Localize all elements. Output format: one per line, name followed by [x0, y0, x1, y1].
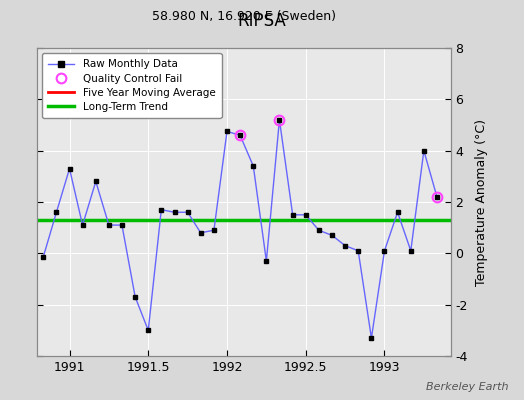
Text: RIPSA: RIPSA [237, 12, 287, 30]
Text: Berkeley Earth: Berkeley Earth [426, 382, 508, 392]
Title: 58.980 N, 16.920 E (Sweden): 58.980 N, 16.920 E (Sweden) [151, 10, 336, 23]
Y-axis label: Temperature Anomaly (°C): Temperature Anomaly (°C) [475, 118, 488, 286]
Legend: Raw Monthly Data, Quality Control Fail, Five Year Moving Average, Long-Term Tren: Raw Monthly Data, Quality Control Fail, … [42, 53, 222, 118]
